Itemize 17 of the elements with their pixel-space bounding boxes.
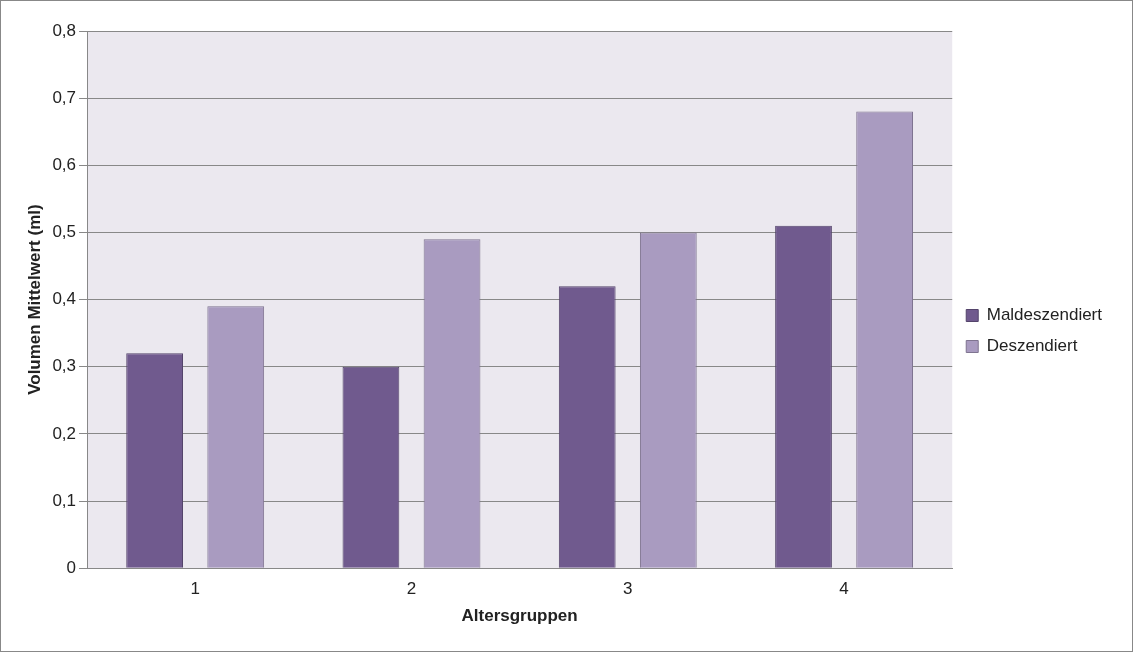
y-tick-label: 0,6 <box>52 154 77 174</box>
x-axis-title: Altersgruppen <box>461 606 578 626</box>
y-tick-label: 0,8 <box>52 20 77 40</box>
x-tick-label: 3 <box>623 579 633 599</box>
y-tick-label: 0,2 <box>52 423 77 443</box>
y-axis-title: Volumen Mittelwert (ml) <box>24 204 44 395</box>
y-tick-label: 0,3 <box>52 356 77 376</box>
y-tick-label: 0 <box>66 557 77 577</box>
y-tick-label: 0,4 <box>52 289 77 309</box>
y-tick-label: 0,1 <box>52 490 77 510</box>
x-tick-label: 1 <box>190 579 200 599</box>
legend-label: Deszendiert <box>986 336 1078 356</box>
x-tick-label: 2 <box>406 579 417 599</box>
y-tick-label: 0,5 <box>52 222 77 242</box>
y-tick-label: 0,7 <box>52 87 77 107</box>
legend-label: Maldeszendiert <box>986 305 1103 325</box>
x-tick-label: 4 <box>839 579 849 599</box>
